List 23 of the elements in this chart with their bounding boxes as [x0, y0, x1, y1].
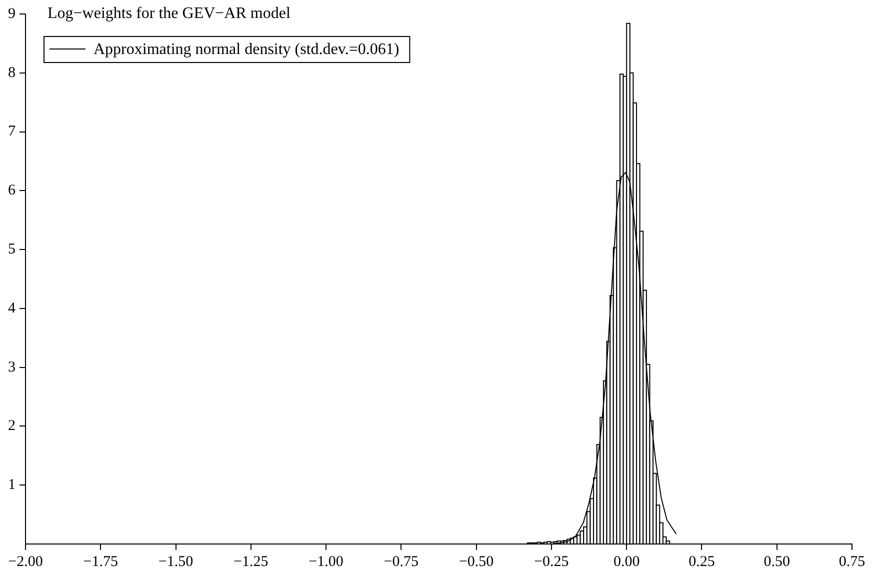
x-tick-label: −0.25 [534, 554, 569, 570]
x-tick-label: −1.00 [308, 554, 344, 570]
y-tick-label: 9 [8, 6, 16, 22]
y-tick-label: 8 [8, 64, 16, 81]
x-tick-label: −1.75 [83, 554, 118, 570]
x-tick-label: −0.50 [458, 554, 494, 570]
x-tick-label: −0.75 [384, 554, 419, 570]
y-tick-label: 5 [8, 241, 16, 258]
legend-label: Approximating normal density (std.dev.=0.061) [94, 41, 400, 58]
x-tick-label: 0.50 [764, 554, 790, 570]
x-tick-label: −1.25 [234, 554, 268, 570]
x-tick-label: 0.75 [838, 554, 866, 570]
y-tick-label: 2 [8, 418, 16, 434]
x-tick-label: 0.25 [688, 554, 715, 570]
y-tick-label: 6 [8, 182, 16, 199]
y-tick-label: 3 [8, 359, 16, 376]
y-tick-label: 4 [8, 300, 16, 316]
y-tick-label: 7 [8, 124, 16, 140]
x-tick-label: 0.00 [613, 554, 640, 570]
y-tick-label: 1 [8, 477, 16, 494]
chart-title: Log−weights for the GEV−AR model [48, 5, 291, 22]
x-tick-label: −1.50 [158, 554, 194, 570]
x-tick-label: −2.00 [8, 554, 43, 570]
